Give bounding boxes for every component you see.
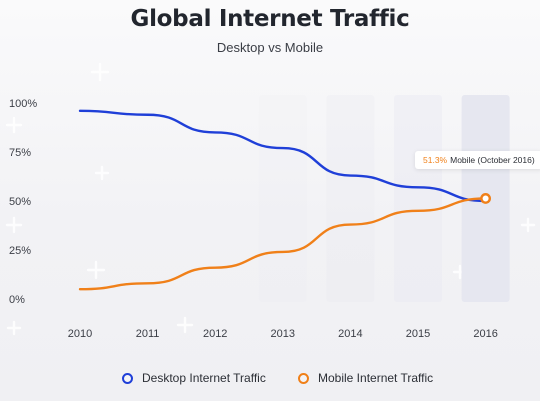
y-tick-label: 25% xyxy=(9,245,31,257)
x-axis: 2010 2011 2012 2013 2014 2015 2016 xyxy=(68,328,498,340)
sparkle-icon xyxy=(176,316,194,334)
background-sparkles xyxy=(5,62,536,336)
chart-subtitle: Desktop vs Mobile xyxy=(216,40,324,55)
x-tick-label: 2013 xyxy=(271,328,295,340)
y-tick-label: 100% xyxy=(9,98,37,110)
y-tick-label: 50% xyxy=(9,196,31,208)
column-band-2014 xyxy=(326,95,375,302)
y-axis: 100% 75% 50% 25% 0% xyxy=(9,98,37,306)
mobile-series-line xyxy=(78,197,487,291)
sparkle-icon xyxy=(5,116,23,134)
annotation-tooltip: 51.3% Mobile (October 2016) xyxy=(415,151,540,169)
legend-marker-mobile-icon xyxy=(298,372,309,384)
sparkle-icon xyxy=(5,216,23,234)
sparkle-icon xyxy=(94,165,110,181)
desktop-series-line xyxy=(78,109,487,203)
legend: Desktop Internet Traffic Mobile Internet… xyxy=(0,371,540,389)
column-band-2013 xyxy=(258,95,307,302)
legend-label-mobile: Mobile Internet Traffic xyxy=(318,371,434,385)
sparkle-icon xyxy=(520,217,536,233)
y-tick-label: 75% xyxy=(9,147,31,159)
annotation-markers xyxy=(79,110,491,290)
chart-title: Global Internet Traffic xyxy=(130,6,410,32)
legend-marker-desktop-icon xyxy=(122,372,133,384)
x-tick-label: 2015 xyxy=(406,328,430,340)
x-tick-label: 2016 xyxy=(473,328,497,340)
sparkle-icon xyxy=(90,62,110,82)
sparkle-icon xyxy=(6,320,22,336)
x-tick-label: 2011 xyxy=(136,328,160,340)
tooltip-label: Mobile (October 2016) xyxy=(450,155,535,165)
x-tick-label: 2010 xyxy=(68,328,92,340)
legend-label-desktop: Desktop Internet Traffic xyxy=(142,371,266,385)
x-tick-label: 2012 xyxy=(203,328,227,340)
legend-item-mobile[interactable]: Mobile Internet Traffic xyxy=(298,371,433,385)
legend-item-desktop[interactable]: Desktop Internet Traffic xyxy=(122,371,266,385)
x-tick-label: 2014 xyxy=(338,328,362,340)
y-tick-label: 0% xyxy=(9,294,25,306)
sparkle-icon xyxy=(86,260,106,280)
tooltip-value: 51.3% xyxy=(423,155,448,165)
column-band-2015 xyxy=(394,95,442,302)
series-lines xyxy=(78,109,487,291)
annotation-point-marker[interactable] xyxy=(480,193,491,204)
